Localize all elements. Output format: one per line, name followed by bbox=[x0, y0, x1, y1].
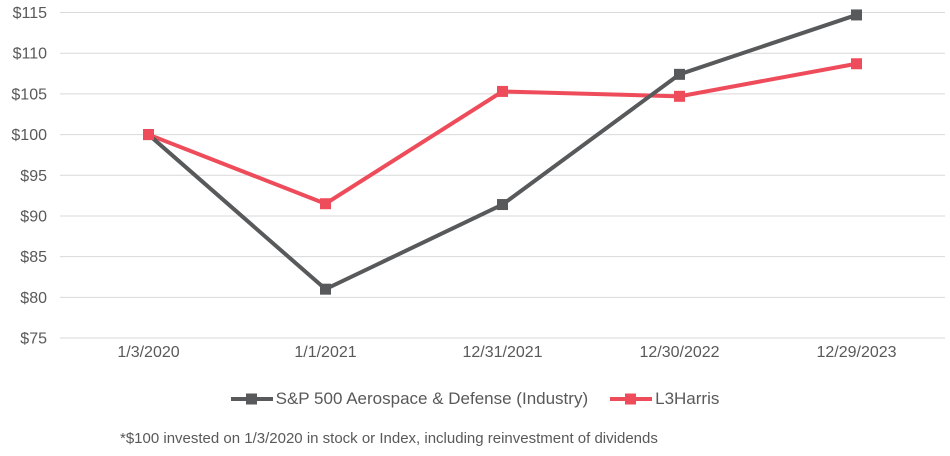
performance-chart: $75 $80 $85 $90 $95 $100 $105 $110 $115 1/3/2020 1… bbox=[11, 5, 945, 361]
y-axis-tick-label: $85 bbox=[20, 249, 47, 266]
y-axis-tick-label: $80 bbox=[20, 290, 47, 307]
y-axis-tick-label: $105 bbox=[11, 86, 47, 103]
performance-chart-canvas: $75 $80 $85 $90 $95 $100 $105 $110 $115 1/3/2020 1… bbox=[11, 5, 945, 361]
legend: S&P 500 Aerospace & Defense (Industry) L… bbox=[0, 389, 950, 409]
data-point-marker-l3harris bbox=[497, 85, 508, 97]
x-axis-label: 1/1/2021 bbox=[294, 344, 356, 361]
data-point-marker-l3harris bbox=[674, 90, 685, 102]
data-point-marker-sp500-aerospace-defense bbox=[674, 68, 685, 80]
x-axis-label: 12/31/2021 bbox=[462, 344, 542, 361]
data-point-marker-sp500-aerospace-defense bbox=[497, 199, 508, 211]
y-axis-tick-label: $110 bbox=[13, 46, 48, 63]
y-axis-tick-label: $100 bbox=[11, 127, 47, 144]
y-axis-tick-label: $95 bbox=[20, 168, 47, 185]
data-point-marker-l3harris bbox=[320, 198, 331, 210]
series-line-sp500-aerospace-defense bbox=[147, 13, 858, 292]
legend-line-square-marker-icon bbox=[230, 393, 273, 405]
series-line-l3harris bbox=[147, 61, 857, 206]
x-axis-label: 12/29/2023 bbox=[816, 344, 896, 361]
y-axis-tick-label: $75 bbox=[20, 331, 47, 348]
legend-item-l3harris: L3Harris bbox=[610, 389, 719, 409]
legend-label-sp500-aerospace-defense: S&P 500 Aerospace & Defense (Industry) bbox=[275, 389, 589, 408]
y-axis-tick-label: $90 bbox=[20, 208, 47, 225]
legend-line-square-marker-icon bbox=[610, 393, 653, 405]
x-axis-label: 12/30/2022 bbox=[639, 344, 719, 361]
footnote: *$100 invested on 1/3/2020 in stock or I… bbox=[120, 430, 658, 447]
data-point-marker-l3harris bbox=[143, 129, 154, 141]
legend-item-sp500-aerospace-defense: S&P 500 Aerospace & Defense (Industry) bbox=[230, 389, 589, 409]
data-point-marker-l3harris bbox=[851, 58, 862, 70]
y-axis-tick-label: $115 bbox=[13, 5, 48, 22]
data-point-marker-sp500-aerospace-defense bbox=[851, 9, 862, 21]
data-point-marker-sp500-aerospace-defense bbox=[320, 283, 331, 295]
legend-label-l3harris: L3Harris bbox=[655, 389, 720, 408]
x-axis-label: 1/3/2020 bbox=[117, 344, 179, 361]
